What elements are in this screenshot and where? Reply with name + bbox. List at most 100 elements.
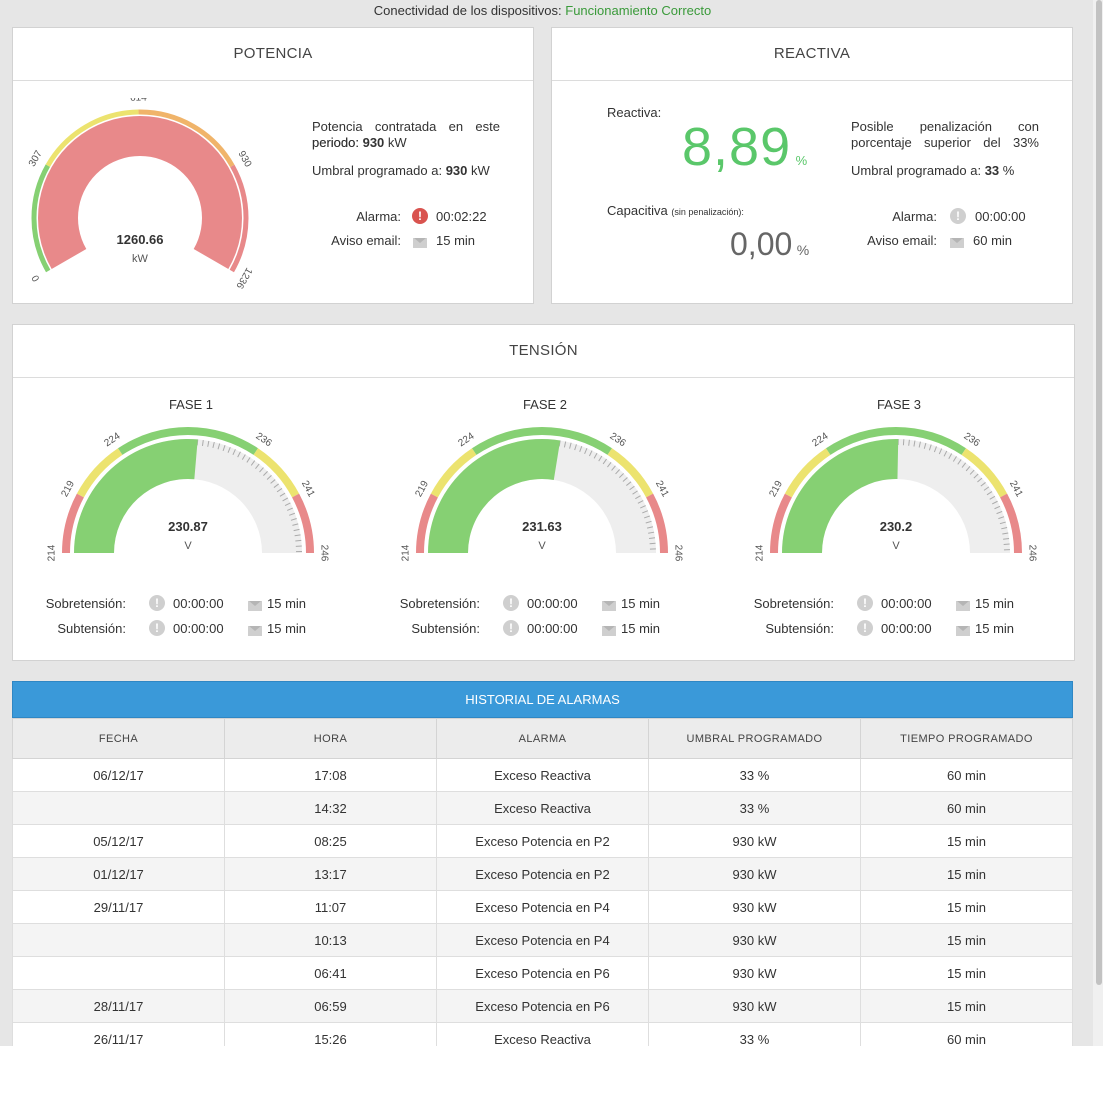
mail-icon [956,598,970,616]
gauge-fill [74,439,198,553]
gauge-unit: V [538,540,546,552]
gauge-tick-label: 224 [810,431,830,450]
tension-title: TENSIÓN [13,325,1074,378]
over-mail: 15 min [975,596,1015,611]
reactiva-label: Reactiva: [607,105,662,120]
table-row[interactable]: 26/11/17 15:26 Exceso Reactiva 33 % 60 min [12,1022,1073,1046]
contract-value: 930 [362,135,385,150]
contract-unit: kW [387,135,407,150]
gauge-tick-label: 236 [962,431,982,450]
capacitiva-value-group: 0,00 % [730,226,809,263]
table-cell: 05/12/17 [12,824,225,858]
gauge-band [62,493,84,553]
table-cell: 15:26 [224,1022,437,1046]
phase-2: FASE 2 214 219 224 236 241 246 231.63 V Sobrete… [367,377,721,661]
gauge-unit: kW [132,253,149,265]
table-cell: Exceso Potencia en P2 [436,857,649,891]
exclamation-grey-icon: ! [503,594,519,612]
under-time: 00:00:00 [881,621,932,636]
gauge-band [253,448,300,498]
page-background: Conectividad de los dispositivos: Funcio… [0,0,1093,1046]
gauge-tick-label: 307 [27,148,45,168]
table-cell: 01/12/17 [12,857,225,891]
reactiva-alarm-label: Alarma: [892,209,937,224]
table-row[interactable]: 14:32 Exceso Reactiva 33 % 60 min [12,791,1073,825]
gauge-fill [782,438,899,553]
table-cell: 14:32 [224,791,437,825]
exclamation-grey-icon: ! [149,594,165,612]
gauge-unit: V [892,540,900,552]
mail-icon [413,235,427,253]
gauge-tick-label: 236 [254,431,274,450]
gauge-value: 230.2 [880,519,913,534]
gauge-band-yellow [45,109,139,167]
email-label: Aviso email: [331,233,401,248]
contract-label: Potencia contratada en este periodo: [312,119,500,150]
table-cell: Exceso Potencia en P4 [436,890,649,924]
historial-title: HISTORIAL DE ALARMAS [12,681,1073,718]
reactiva-threshold-label: Umbral programado a: [851,163,982,178]
column-header[interactable]: UMBRAL PROGRAMADO [648,718,861,759]
connectivity-label: Conectividad de los dispositivos: [373,3,562,18]
connectivity-value: Funcionamiento Correcto [565,3,712,18]
capacitiva-note: (sin penalización): [671,207,744,217]
exclamation-grey-icon: ! [857,619,873,637]
table-row[interactable]: 06:41 Exceso Potencia en P6 930 kW 15 min [12,956,1073,990]
gauge-tick-label: 0 [30,272,43,283]
column-header[interactable]: TIEMPO PROGRAMADO [860,718,1073,759]
gauge-tick-label: 224 [456,431,476,450]
over-mail: 15 min [267,596,307,611]
under-mail: 15 min [975,621,1015,636]
table-row[interactable]: 28/11/17 06:59 Exceso Potencia en P6 930 kW… [12,989,1073,1023]
phase-1: FASE 1 214 219 224 236 241 246 230.87 V Sobrete… [13,377,367,661]
over-label: Sobretensión: [399,596,480,611]
gauge-tick-label: 241 [1007,479,1025,499]
table-cell: 15 min [860,824,1073,858]
table-row[interactable]: 01/12/17 13:17 Exceso Potencia en P2 930 kW… [12,857,1073,891]
reactiva-email-time: 60 min [973,233,1013,248]
table-cell: 11:07 [224,890,437,924]
table-cell: 930 kW [648,824,861,858]
table-cell: Exceso Reactiva [436,791,649,825]
gauge-band [961,448,1008,498]
table-cell: Exceso Potencia en P6 [436,956,649,990]
table-cell: 60 min [860,791,1073,825]
column-header[interactable]: ALARMA [436,718,649,759]
gauge-band [770,493,792,553]
table-row[interactable]: 10:13 Exceso Potencia en P4 930 kW 15 min [12,923,1073,957]
table-cell: 15 min [860,923,1073,957]
threshold-value: 930 [445,163,468,178]
table-cell: Exceso Potencia en P6 [436,989,649,1023]
gauge-band [416,493,438,553]
scrollbar-thumb[interactable] [1096,0,1102,985]
reactiva-unit: % [795,153,808,168]
threshold-line: Umbral programado a: 930 kW [312,163,522,179]
gauge-value: 230.87 [168,519,208,534]
gauge-tick-label: 1236 [233,266,254,291]
table-cell [12,956,225,990]
column-header[interactable]: HORA [224,718,437,759]
penalty-text: Posible penalización con porcentaje supe… [851,119,1039,150]
table-cell: 13:17 [224,857,437,891]
reactiva-value: 8,89 [682,117,792,177]
under-label: Subtensión: [411,621,480,636]
potencia-panel: POTENCIA 0 307 614 930 1236 1260.66 kW P… [12,27,534,304]
table-cell: 60 min [860,1022,1073,1046]
email-time: 15 min [436,233,476,248]
gauge-tick-label: 219 [767,479,785,499]
under-time: 00:00:00 [527,621,578,636]
gauge-band-green [31,164,51,273]
exclamation-red-icon: ! [412,207,428,225]
historial-table: FECHA HORA ALARMA UMBRAL PROGRAMADO TIEM… [12,718,1073,1046]
reactiva-alarm-time: 00:00:00 [975,209,1026,224]
gauge-tick-label: 241 [299,479,317,499]
gauge-minor-ticks [558,440,656,550]
gauge-band [1000,493,1022,553]
table-row[interactable]: 29/11/17 11:07 Exceso Potencia en P4 930 kW… [12,890,1073,924]
table-cell: 930 kW [648,857,861,891]
column-header[interactable]: FECHA [12,718,225,759]
table-row[interactable]: 05/12/17 08:25 Exceso Potencia en P2 930 kW… [12,824,1073,858]
phase-gauge: 214 219 224 236 241 246 231.63 V [401,426,683,562]
gauge-unit: V [184,540,192,552]
table-row[interactable]: 06/12/17 17:08 Exceso Reactiva 33 % 60 min [12,758,1073,792]
